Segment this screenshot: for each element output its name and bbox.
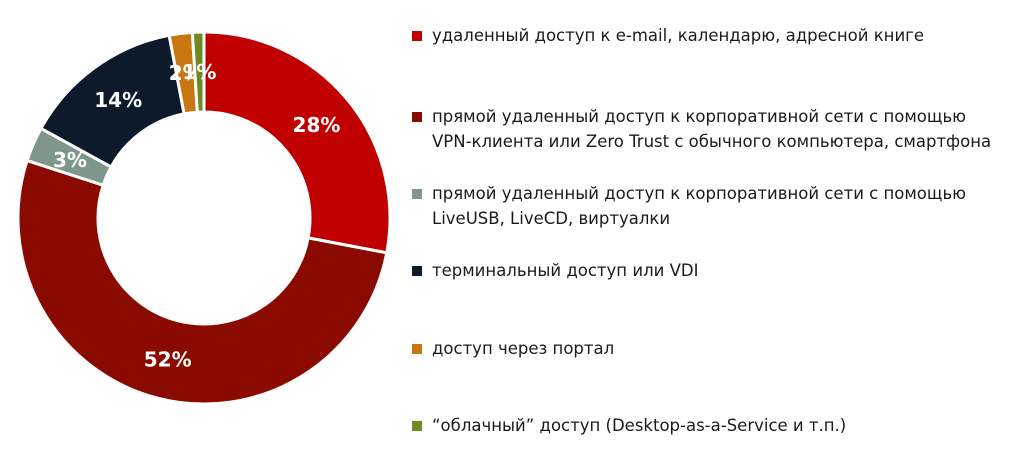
legend-swatch-terminal [412, 266, 422, 276]
slice-vpn [16, 158, 389, 406]
legend-item-portal: доступ через портал [412, 336, 614, 361]
legend-item-email: удаленный доступ к e-mail, календарю, ад… [412, 23, 924, 48]
legend-item-cloud: “облачный” доступ (Desktop-as-a-Service … [412, 413, 846, 438]
legend-swatch-portal [412, 344, 422, 354]
slice-label-vpn: 52% [144, 347, 192, 371]
slice-label-cloud: 1% [182, 60, 216, 84]
legend-item-vpn: прямой удаленный доступ к корпоративной … [412, 104, 991, 154]
legend-swatch-cloud [412, 421, 422, 431]
slice-label-email: 28% [293, 113, 341, 137]
legend-swatch-vpn [412, 112, 422, 122]
slice-email [202, 30, 392, 255]
legend-label-terminal: терминальный доступ или VDI [432, 261, 699, 280]
legend-item-liveusb: прямой удаленный доступ к корпоративной … [412, 181, 966, 231]
legend-swatch-liveusb [412, 189, 422, 199]
donut-chart: 28%52%3%14%2%1% [16, 30, 392, 406]
legend: удаленный доступ к e-mail, календарю, ад… [412, 0, 1018, 466]
slice-cloud [190, 30, 206, 114]
slice-label-terminal: 14% [94, 88, 142, 112]
legend-label-liveusb: прямой удаленный доступ к корпоративной … [432, 184, 967, 228]
legend-label-portal: доступ через портал [432, 339, 615, 358]
legend-label-vpn: прямой удаленный доступ к корпоративной … [432, 107, 992, 151]
legend-label-cloud: “облачный” доступ (Desktop-as-a-Service … [432, 416, 847, 435]
legend-item-terminal: терминальный доступ или VDI [412, 258, 698, 283]
legend-label-email: удаленный доступ к e-mail, календарю, ад… [432, 26, 924, 45]
legend-swatch-email [412, 31, 422, 41]
